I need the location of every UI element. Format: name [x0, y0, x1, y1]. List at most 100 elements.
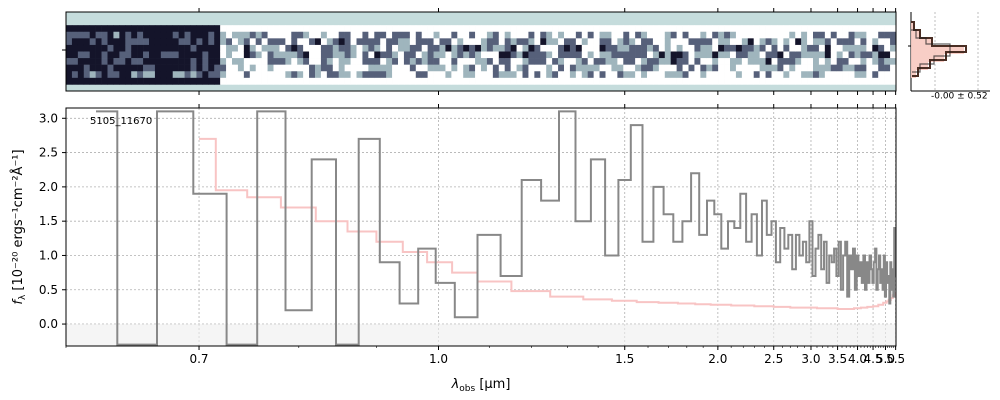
- x-tick-label: 3.5: [828, 352, 847, 366]
- spectrum-2d-pixel: [89, 44, 96, 52]
- spectrum-2d-pixel: [226, 38, 233, 46]
- spectrum-2d-pixel: [795, 38, 802, 46]
- object-label: 5105_11670: [90, 116, 152, 127]
- spectrum-2d-pixel: [214, 77, 221, 85]
- spectrum-2d-pixel: [540, 38, 547, 46]
- spectrum-2d-pixel: [113, 25, 120, 33]
- spectrum-2d-pixel: [783, 25, 790, 33]
- spectrum-2d-pixel: [392, 38, 399, 46]
- spectrum-2d-pixel: [166, 64, 174, 72]
- spectrum-2d-pixel: [789, 38, 796, 46]
- spectrum-2d-pixel: [232, 38, 239, 46]
- spectrum-2d-pixel: [878, 38, 885, 46]
- spectrum-2d-pixel: [575, 77, 583, 85]
- spectrum-2d-pixel: [119, 31, 126, 39]
- spectrum-2d-pixel: [569, 51, 577, 59]
- spectrum-2d-pixel: [137, 51, 144, 59]
- spectrum-2d-pixel: [878, 25, 885, 33]
- spectrum-2d-pixel: [522, 51, 529, 59]
- spectrum-2d-pixel: [368, 64, 375, 72]
- spectrum-2d-pixel: [362, 58, 369, 65]
- spectrum-2d-pixel: [564, 31, 571, 39]
- spectrum-2d-pixel: [315, 25, 322, 33]
- spectrum-2d-pixel: [564, 77, 571, 85]
- spectrum-2d-pixel: [771, 25, 778, 33]
- spectrum-2d-pixel: [575, 64, 583, 72]
- spectrum-2d-pixel: [320, 38, 328, 46]
- spectrum-2d-pixel: [777, 77, 784, 85]
- spectrum-2d-pixel: [143, 77, 150, 85]
- spectrum-2d-pixel: [718, 51, 725, 59]
- spectrum-2d-pixel: [380, 71, 387, 79]
- spectrum-2d-pixel: [801, 64, 808, 72]
- spectrum-2d-pixel: [77, 51, 85, 59]
- spectrum-2d-pixel: [670, 58, 677, 65]
- spectrum-2d-pixel: [481, 44, 488, 52]
- spectrum-2d-pixel: [89, 38, 96, 46]
- spectrum-2d-pixel: [759, 77, 766, 85]
- spectrum-2d-pixel: [196, 44, 203, 52]
- spectrum-2d-pixel: [392, 25, 399, 33]
- spectrum-2d-pixel: [860, 64, 867, 72]
- spectrum-2d-pixel: [866, 44, 873, 52]
- spectrum-2d-pixel: [237, 25, 245, 33]
- spectrum-2d-pixel: [635, 31, 642, 39]
- spectrum-2d-pixel: [647, 44, 654, 52]
- spectrum-2d-pixel: [356, 71, 363, 79]
- spectrum-2d-pixel: [356, 64, 363, 72]
- spectrum-2d-pixel: [801, 25, 808, 33]
- spectrum-2d-pixel: [125, 31, 132, 39]
- spectrum-2d-pixel: [866, 38, 873, 46]
- spectrum-2d-pixel: [184, 64, 191, 72]
- spectrum-2d-pixel: [332, 51, 340, 59]
- spectrum-2d-pixel: [652, 31, 660, 39]
- spectrum-2d-pixel: [528, 51, 535, 59]
- spectrum-2d-pixel: [297, 58, 304, 65]
- spectrum-2d-pixel: [777, 31, 784, 39]
- spectrum-2d-pixel: [457, 71, 464, 79]
- spectrum-2d-pixel: [652, 64, 660, 72]
- spectrum-2d-pixel: [463, 25, 470, 33]
- spectrum-2d-pixel: [860, 71, 867, 79]
- spectrum-2d-pixel: [617, 51, 624, 59]
- spectrum-2d-pixel: [540, 31, 547, 39]
- spectrum-2d-pixel: [492, 58, 500, 65]
- spectrum-2d-pixel: [670, 44, 677, 52]
- spectrum-2d-pixel: [848, 77, 855, 85]
- spectrum-2d-pixel: [83, 51, 91, 59]
- spectrum-2d-pixel: [611, 25, 618, 33]
- spectrum-2d-pixel: [149, 25, 156, 33]
- spectrum-2d-pixel: [830, 25, 838, 33]
- spectrum-2d-pixel: [783, 51, 790, 59]
- spectrum-2d-pixel: [392, 58, 399, 65]
- spectrum-2d-pixel: [83, 44, 91, 52]
- spectrum-2d-pixel: [332, 64, 340, 72]
- spectrum-2d-pixel: [249, 64, 257, 72]
- spectrum-2d-pixel: [884, 51, 891, 59]
- spectrum-2d-pixel: [682, 58, 689, 65]
- spectrum-2d-pixel: [516, 77, 523, 85]
- spectrum-2d-pixel: [528, 58, 535, 65]
- spectrum-2d-pixel: [332, 44, 340, 52]
- spectrum-2d-pixel: [854, 77, 861, 85]
- spectrum-2d-pixel: [534, 64, 541, 72]
- spectrum-2d-pixel: [356, 58, 363, 65]
- spectrum-2d-pixel: [652, 58, 660, 65]
- spectrum-2d-pixel: [694, 31, 701, 39]
- spectrum-2d-pixel: [415, 77, 423, 85]
- spectrum-2d-pixel: [569, 44, 577, 52]
- spectrum-2d-pixel: [688, 31, 695, 39]
- spectrum-2d-pixel: [706, 31, 713, 39]
- spectrum-2d-pixel: [552, 38, 559, 46]
- spectrum-2d-pixel: [741, 38, 749, 46]
- spectrum-2d-pixel: [380, 31, 387, 39]
- spectrum-2d-pixel: [848, 31, 855, 39]
- spectrum-2d-pixel: [593, 71, 600, 79]
- spectrum-2d-pixel: [137, 25, 144, 33]
- spectrum-2d-pixel: [629, 51, 636, 59]
- spectrum-2d-pixel: [641, 71, 648, 79]
- spectrum-2d-pixel: [581, 77, 589, 85]
- spectrum-2d-pixel: [89, 58, 96, 65]
- spectrum-2d-pixel: [765, 31, 772, 39]
- spectrum-2d-pixel: [427, 77, 434, 85]
